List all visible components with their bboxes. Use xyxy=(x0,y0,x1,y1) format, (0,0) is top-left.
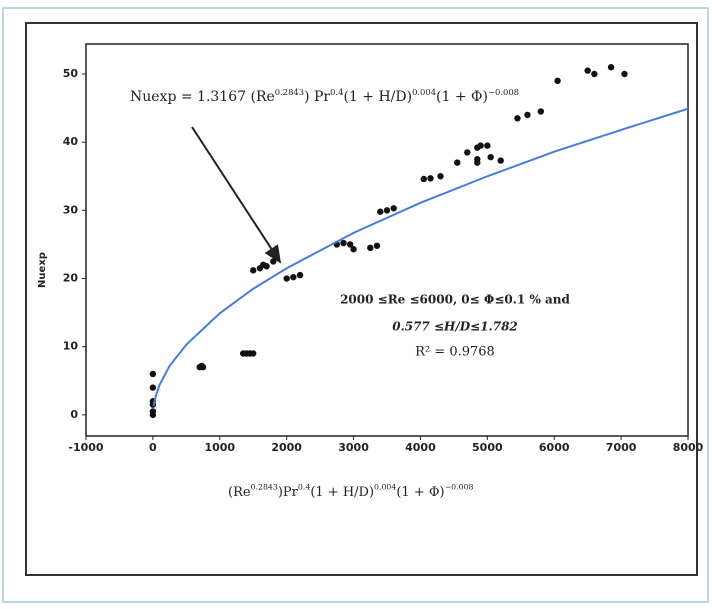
y-tick-label: 40 xyxy=(63,135,79,148)
formula-text: Nuexp = 1.3167 (Re0.2843) Pr0.4(1 + H/D)… xyxy=(130,87,519,105)
formula-part: (1 + H/D) xyxy=(343,89,412,105)
data-point xyxy=(350,246,357,253)
formula-part: ) Pr xyxy=(304,89,330,105)
formula-part: (1 + Φ) xyxy=(396,485,444,500)
data-point xyxy=(514,115,521,122)
data-point xyxy=(373,242,381,249)
formula-sup: 0.004 xyxy=(374,482,396,491)
data-point xyxy=(383,207,391,214)
data-point xyxy=(497,157,504,164)
x-axis-label: (Re0.2843)Pr0.4(1 + H/D)0.004(1 + Φ)−0.0… xyxy=(228,482,473,499)
formula-part: (1 + H/D) xyxy=(310,485,374,500)
data-point xyxy=(484,142,491,149)
y-tick-label: 0 xyxy=(70,408,78,421)
data-point xyxy=(591,70,598,78)
formula-text: (Re0.2843)Pr0.4(1 + H/D)0.004(1 + Φ)−0.0… xyxy=(228,482,473,499)
x-tick-label: 7000 xyxy=(606,441,637,454)
outer-frame xyxy=(2,7,709,603)
x-tick-label: -1000 xyxy=(68,441,104,454)
x-tick-label: 8000 xyxy=(673,441,704,454)
data-point xyxy=(377,208,384,215)
formula-sup: 0.2843 xyxy=(251,482,278,491)
note: 0.577 ≤H/D≤1.782 xyxy=(392,320,518,334)
data-point xyxy=(390,205,397,212)
data-point xyxy=(454,159,461,166)
data-point xyxy=(621,70,628,78)
data-point xyxy=(270,258,277,265)
data-point xyxy=(437,173,444,180)
formula-part: Nuexp = 1.3167 (Re xyxy=(130,89,275,105)
data-point xyxy=(537,108,545,115)
data-point xyxy=(554,77,561,85)
formula-sup: −0.008 xyxy=(445,482,474,491)
y-tick-label: 30 xyxy=(63,203,79,216)
formula-sup: 0.004 xyxy=(412,87,436,97)
data-point xyxy=(367,244,374,252)
formula-sup: 0.4 xyxy=(330,87,343,97)
data-point xyxy=(283,275,290,282)
data-point xyxy=(149,370,157,378)
data-point xyxy=(420,175,427,183)
y-tick-label: 20 xyxy=(63,272,79,285)
arrow xyxy=(191,126,282,264)
formula-part: (Re xyxy=(228,485,251,500)
x-tick-label: 1000 xyxy=(204,441,235,454)
data-point xyxy=(149,384,157,391)
x-tick-label: 6000 xyxy=(539,441,570,454)
data-point xyxy=(487,153,494,161)
y-axis-label: Nuexp xyxy=(37,252,48,288)
data-point xyxy=(199,363,207,371)
data-point xyxy=(290,273,297,281)
note: R² = 0.9768 xyxy=(415,345,495,360)
formula-sup: −0.008 xyxy=(488,87,519,97)
data-point xyxy=(607,63,615,71)
x-tick-label: 0 xyxy=(149,441,157,454)
data-point xyxy=(474,156,481,163)
data-point xyxy=(347,241,354,248)
formula-sup: 0.4 xyxy=(298,482,310,491)
formula-part: (1 + Φ) xyxy=(436,89,488,105)
data-point xyxy=(427,175,434,182)
x-tick-label: 5000 xyxy=(472,441,503,454)
inner-frame xyxy=(25,22,698,576)
y-tick-label: 50 xyxy=(63,67,79,80)
data-point xyxy=(263,263,270,270)
data-point xyxy=(464,149,471,156)
y-tick-label: 10 xyxy=(63,340,79,353)
formula-sup: 0.2843 xyxy=(275,87,304,97)
data-point xyxy=(250,350,257,357)
fit-curve xyxy=(152,107,689,407)
data-point xyxy=(149,411,157,419)
x-tick-label: 4000 xyxy=(405,441,436,454)
data-point xyxy=(584,67,591,74)
x-tick-label: 3000 xyxy=(338,441,369,454)
data-point xyxy=(340,239,347,247)
data-point xyxy=(250,267,257,274)
data-point xyxy=(296,271,304,279)
equation: Nuexp = 1.3167 (Re0.2843) Pr0.4(1 + H/D)… xyxy=(130,87,519,105)
formula-part: )Pr xyxy=(278,485,299,500)
data-point xyxy=(477,142,484,149)
x-tick-label: 2000 xyxy=(271,441,302,454)
plot-box xyxy=(85,43,689,437)
data-point xyxy=(524,111,531,119)
note: 2000 ≤Re ≤6000, 0≤ Φ≤0.1 % and xyxy=(340,293,570,307)
